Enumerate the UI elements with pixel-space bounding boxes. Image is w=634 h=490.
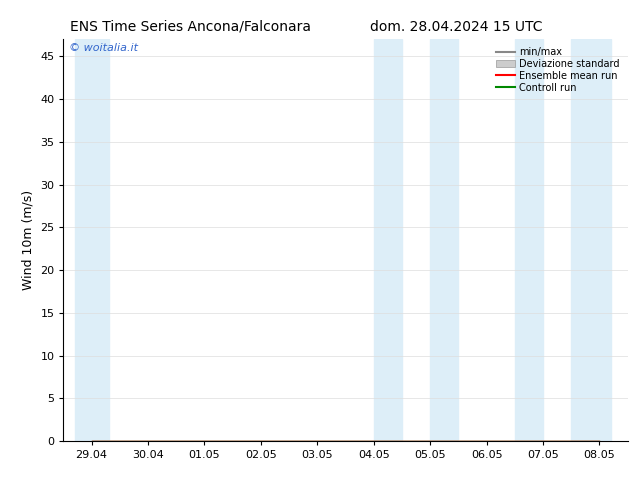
Bar bbox=[374, 39, 402, 441]
Bar bbox=[75, 39, 108, 441]
Bar bbox=[515, 39, 543, 441]
Text: ENS Time Series Ancona/Falconara: ENS Time Series Ancona/Falconara bbox=[70, 20, 311, 34]
Legend: min/max, Deviazione standard, Ensemble mean run, Controll run: min/max, Deviazione standard, Ensemble m… bbox=[493, 44, 623, 96]
Bar bbox=[430, 39, 458, 441]
Text: dom. 28.04.2024 15 UTC: dom. 28.04.2024 15 UTC bbox=[370, 20, 543, 34]
Y-axis label: Wind 10m (m/s): Wind 10m (m/s) bbox=[22, 190, 35, 290]
Text: © woitalia.it: © woitalia.it bbox=[69, 43, 138, 53]
Bar bbox=[571, 39, 611, 441]
